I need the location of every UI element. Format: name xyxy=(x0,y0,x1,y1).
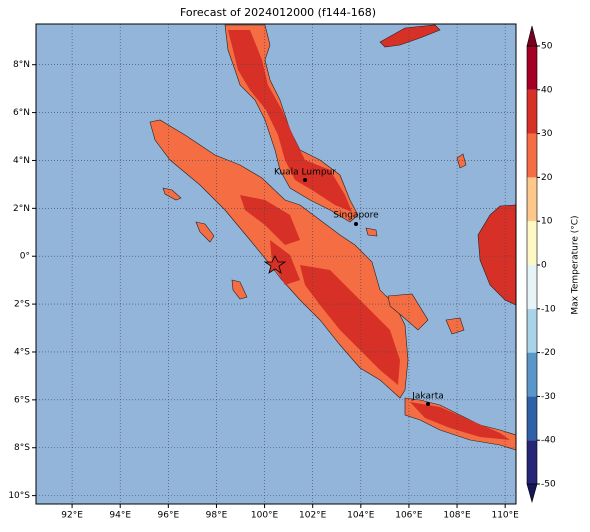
land xyxy=(149,24,517,451)
colorbar-tick-label: -10 xyxy=(541,304,556,314)
colorbar-tick-label: 40 xyxy=(541,85,553,95)
colorbar-tick-label: 10 xyxy=(541,217,553,227)
x-tick-label: 108°E xyxy=(443,511,471,521)
bangka xyxy=(387,293,429,331)
colorbar-band xyxy=(527,177,537,222)
colorbar: -50 -40 -30 -20 -10 0 10 20 30 40 50 xyxy=(526,25,556,504)
y-tick-label: 4°N xyxy=(13,156,30,166)
colorbar-tick-label: 20 xyxy=(541,173,553,183)
cities: Kuala Lumpur Singapore Jakarta xyxy=(263,168,444,406)
colorbar-extend-top xyxy=(526,25,538,47)
simeulue xyxy=(162,187,182,201)
colorbar-tick-label: -30 xyxy=(541,392,556,402)
colorbar-extend-bottom xyxy=(526,483,538,504)
colorbar-label: Max Temperature (°C) xyxy=(571,215,581,314)
y-tick-label: 2°S xyxy=(14,300,30,310)
java-hot xyxy=(410,402,510,440)
sumatra-hot xyxy=(240,195,400,385)
city-label: Kuala Lumpur xyxy=(274,168,336,178)
title: Forecast of 2024012000 (f144-168) xyxy=(180,6,376,19)
x-tick-label: 92°E xyxy=(61,511,83,521)
colorbar-band xyxy=(527,133,537,178)
city-dot xyxy=(354,222,358,226)
x-tick-label: 102°E xyxy=(299,511,327,521)
map-frame xyxy=(35,23,517,505)
city-dot xyxy=(426,402,430,406)
x-tick-label: 94°E xyxy=(109,511,131,521)
x-tick-label: 100°E xyxy=(251,511,279,521)
colorbar-band xyxy=(527,46,537,90)
borneo-north xyxy=(379,24,441,48)
colorbar-band xyxy=(527,89,537,134)
belitung xyxy=(445,317,465,335)
colorbar-band xyxy=(527,440,537,484)
colorbar-tick-label: 50 xyxy=(541,42,553,52)
city-label: Singapore xyxy=(333,211,379,221)
colorbar-tick-label: -40 xyxy=(541,436,556,446)
colorbar-band xyxy=(527,396,537,441)
x-tick-label: 106°E xyxy=(395,511,423,521)
colorbar-tick-label: 30 xyxy=(541,129,553,139)
y-tick-label: 6°S xyxy=(14,395,30,405)
y-tick-label: 10°S xyxy=(8,491,30,501)
x-tick-label: 110°E xyxy=(491,511,519,521)
y-tick-label: 8°N xyxy=(13,60,30,70)
island xyxy=(195,221,215,243)
y-tick-label: 0° xyxy=(20,252,30,262)
city-label: Jakarta xyxy=(411,392,443,402)
y-tick-label: 4°S xyxy=(14,347,30,357)
island xyxy=(456,153,467,169)
nias xyxy=(231,279,248,300)
colorbar-tick-label: -20 xyxy=(541,348,556,358)
colorbar-band xyxy=(527,265,537,309)
y-tick-label: 8°S xyxy=(14,443,30,453)
star-marker xyxy=(263,255,287,274)
malay-hot xyxy=(228,30,352,212)
x-tick-label: 104°E xyxy=(347,511,375,521)
grid xyxy=(36,24,516,504)
colorbar-band xyxy=(527,352,537,397)
colorbar-tick-label: 0 xyxy=(541,261,547,271)
y-tick-label: 6°N xyxy=(13,108,30,118)
colorbar-band xyxy=(527,221,537,265)
colorbar-tick-label: -50 xyxy=(541,480,556,490)
city-dot xyxy=(303,178,307,182)
x-tick-label: 96°E xyxy=(158,511,180,521)
colorbar-band xyxy=(527,308,537,353)
x-tick-label: 98°E xyxy=(206,511,228,521)
riau xyxy=(365,227,378,237)
y-tick-label: 2°N xyxy=(13,204,30,214)
